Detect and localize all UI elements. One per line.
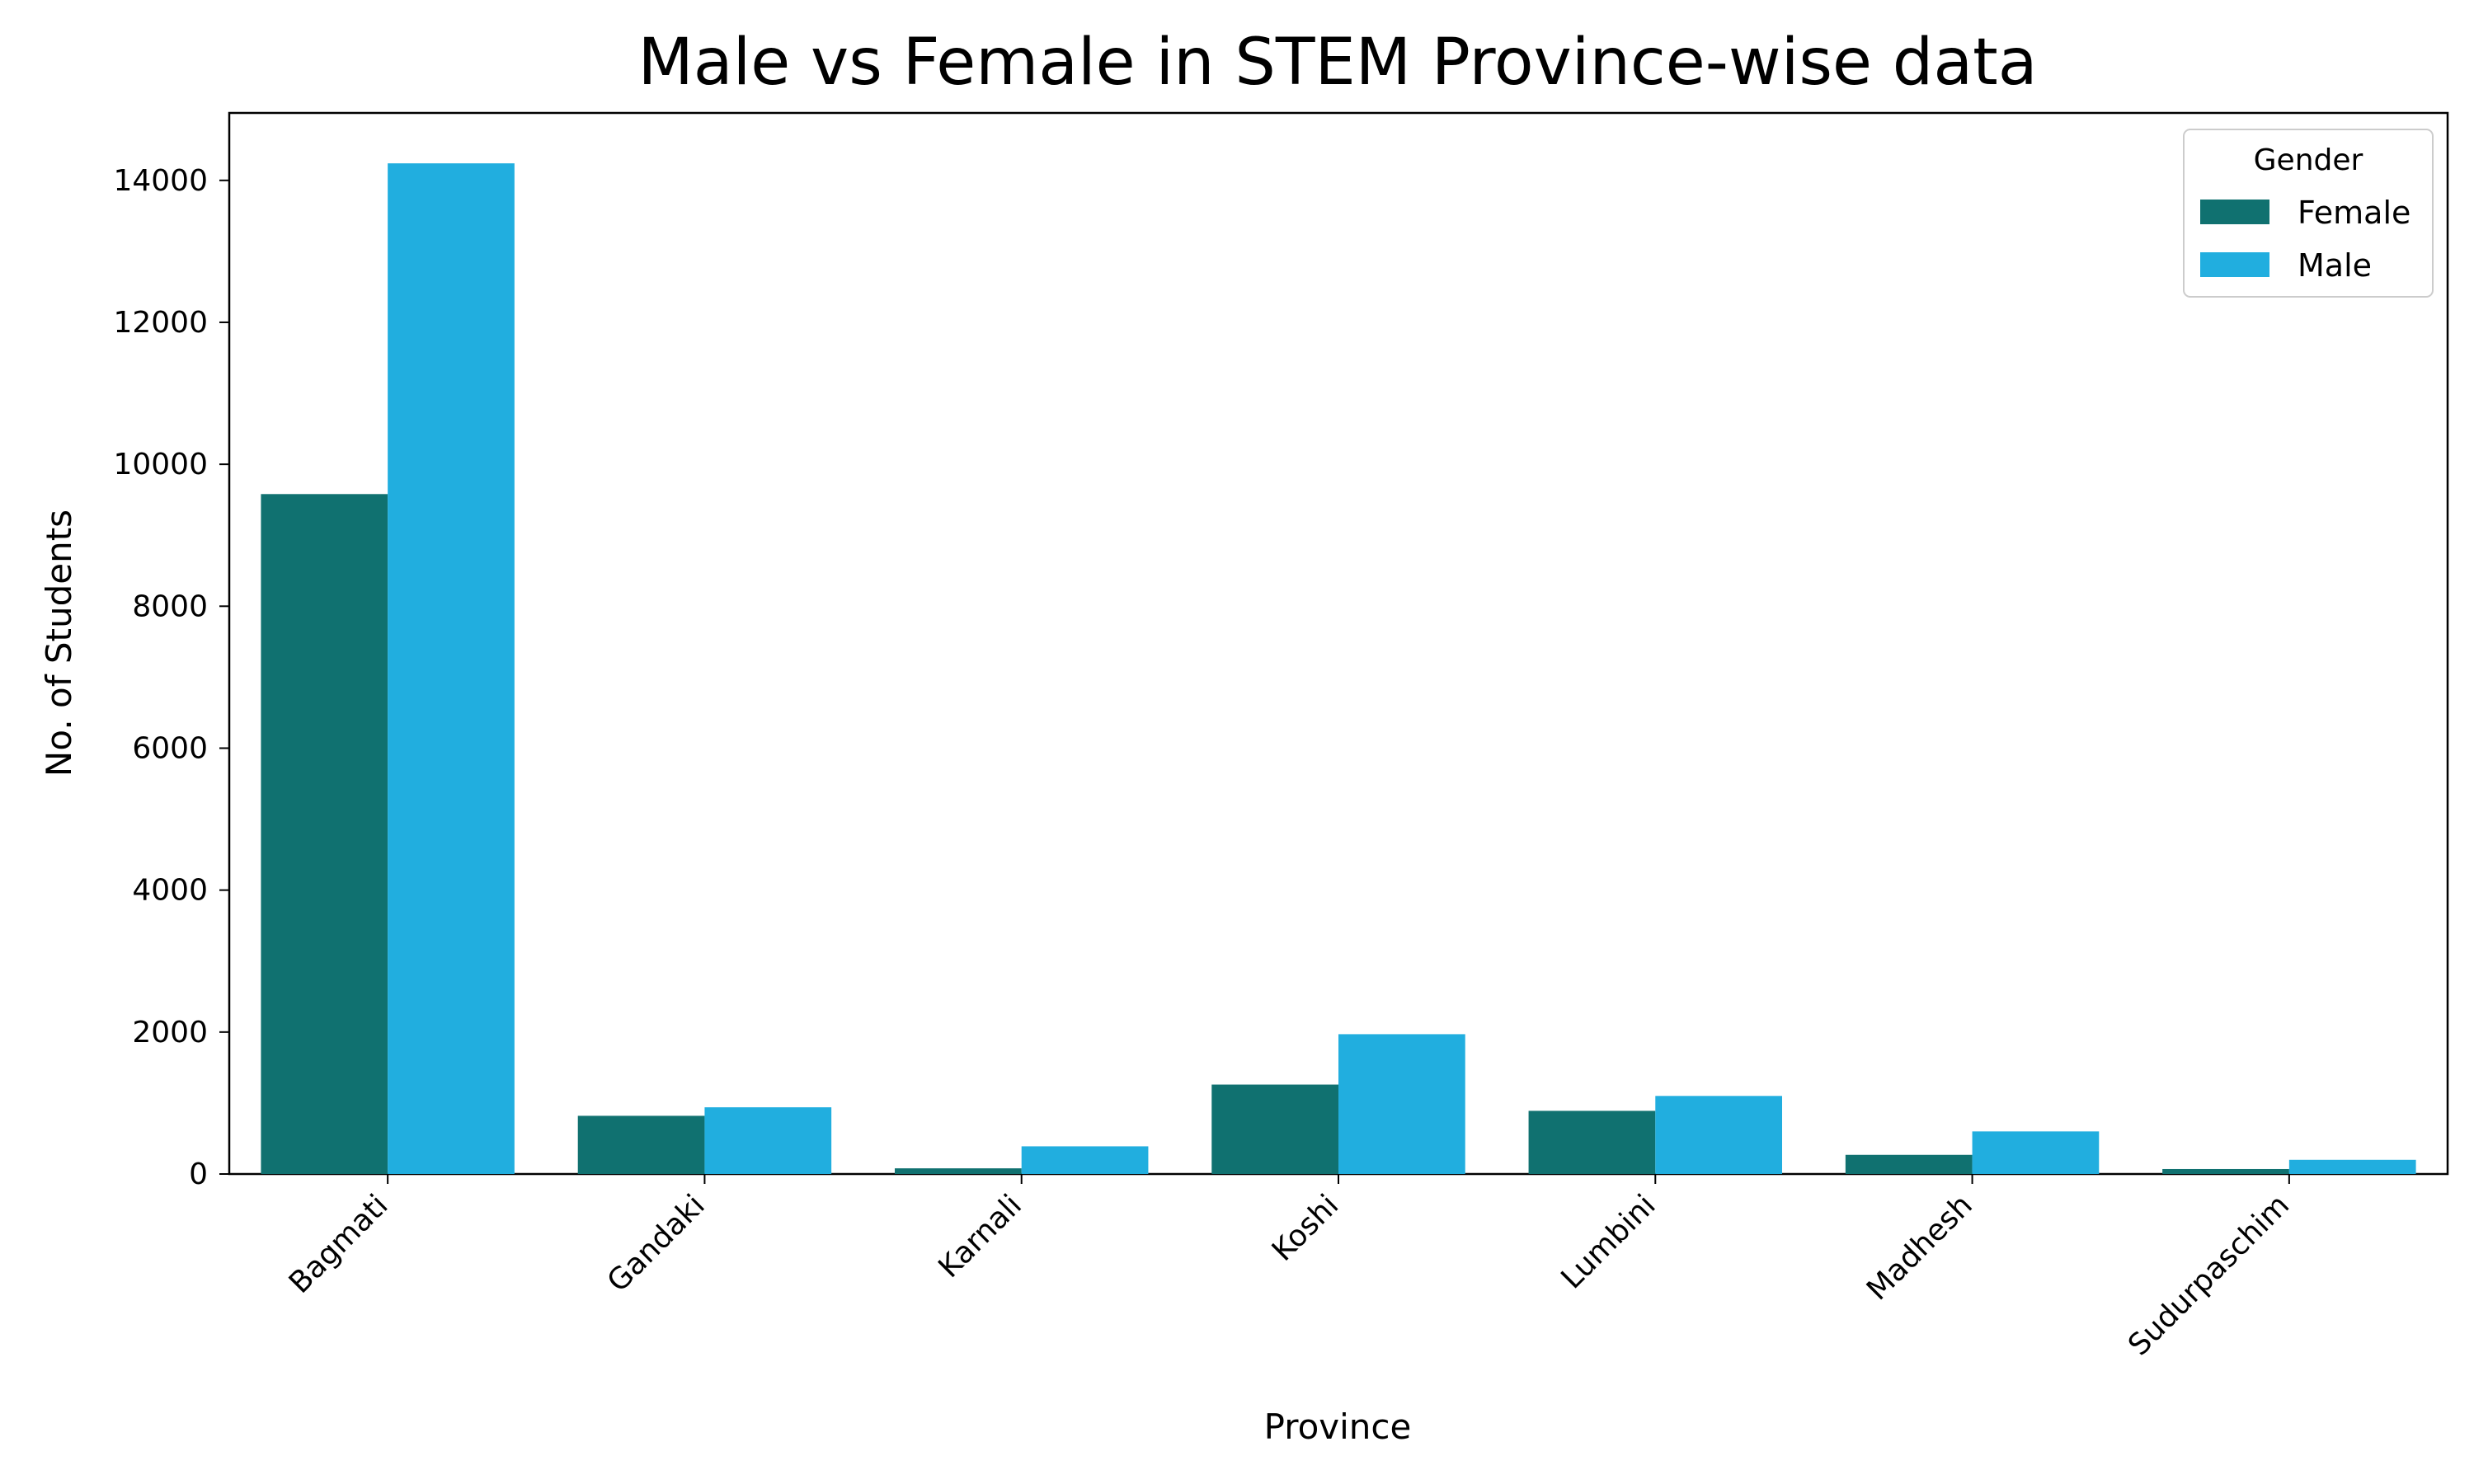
legend-swatch-female: [2200, 200, 2269, 224]
chart-title: Male vs Female in STEM Province-wise dat…: [638, 26, 2038, 100]
legend-title: Gender: [2254, 143, 2363, 177]
legend-swatch-male: [2200, 252, 2269, 277]
x-tick-label-gandaki: Gandaki: [601, 1188, 712, 1298]
bar-female-sudurpaschim: [2162, 1168, 2289, 1174]
bar-female-lumbini: [1528, 1111, 1656, 1174]
bars: [261, 163, 2416, 1175]
y-tick-label-4000: 4000: [132, 874, 208, 908]
y-tick-label-14000: 14000: [113, 164, 208, 198]
y-axis: 0 2000 4000 6000 8000 10000 12000 14000: [113, 164, 229, 1191]
x-tick-label-sudurpaschim: Sudurpaschim: [2122, 1188, 2296, 1362]
legend-label-male: Male: [2298, 247, 2372, 284]
bar-male-bagmati: [388, 163, 515, 1175]
x-tick-label-lumbini: Lumbini: [1555, 1188, 1663, 1295]
x-tick-label-karnali: Karnali: [932, 1188, 1028, 1284]
bar-male-sudurpaschim: [2288, 1159, 2416, 1174]
bar-female-bagmati: [261, 494, 388, 1174]
x-axis-label: Province: [1264, 1407, 1412, 1447]
plot-area: Bagmati Gandaki Karnali Koshi Lumbini Madhesh…: [113, 111, 2449, 1362]
y-tick-label-0: 0: [189, 1158, 208, 1191]
bar-female-gandaki: [577, 1115, 705, 1174]
legend-items: Female Male: [2200, 195, 2411, 284]
bar-female-koshi: [1211, 1084, 1338, 1174]
bar-female-madhesh: [1845, 1154, 1973, 1174]
y-tick-label-8000: 8000: [132, 589, 208, 623]
bar-male-koshi: [1338, 1034, 1465, 1174]
x-tick-label-koshi: Koshi: [1266, 1188, 1345, 1267]
bar-female-karnali: [895, 1168, 1022, 1174]
legend-label-female: Female: [2298, 195, 2411, 231]
bar-male-lumbini: [1655, 1096, 1782, 1174]
x-tick-label-madhesh: Madhesh: [1860, 1188, 1979, 1307]
y-tick-label-12000: 12000: [113, 306, 208, 340]
y-tick-label-2000: 2000: [132, 1016, 208, 1050]
x-tick-label-bagmati: Bagmati: [283, 1188, 395, 1300]
plot-frame: [228, 111, 2449, 1176]
y-axis-label: No. of Students: [39, 510, 79, 777]
bar-male-karnali: [1021, 1146, 1149, 1174]
bar-male-gandaki: [704, 1107, 832, 1174]
y-tick-label-10000: 10000: [113, 448, 208, 481]
legend: Gender Female Male: [2183, 129, 2434, 298]
y-tick-label-6000: 6000: [132, 731, 208, 765]
x-axis: Bagmati Gandaki Karnali Koshi Lumbini Madhesh…: [283, 1174, 2296, 1362]
bar-male-madhesh: [1972, 1131, 2100, 1174]
